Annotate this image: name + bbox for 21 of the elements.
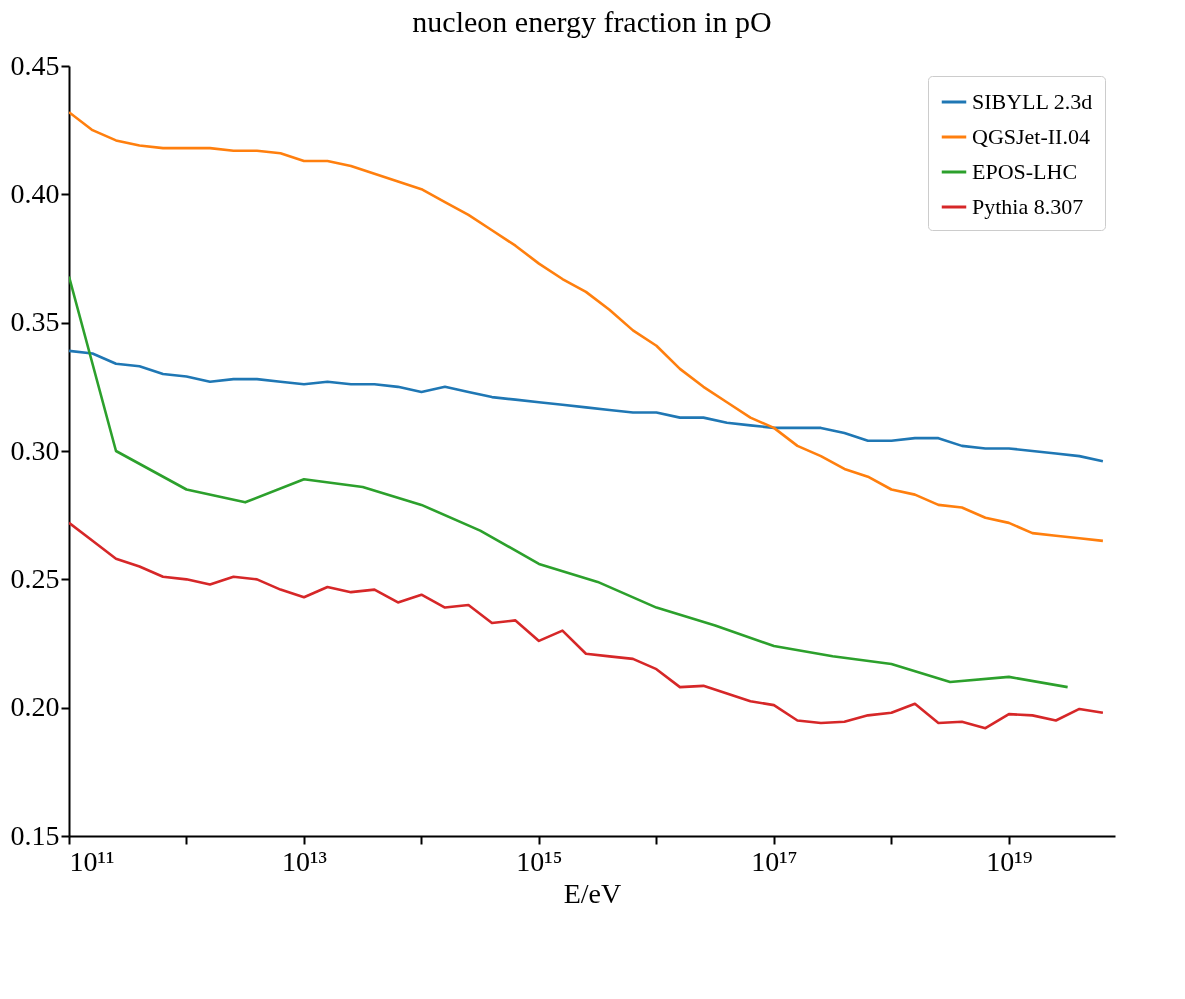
- y-tick-label: 0.20: [10, 691, 60, 723]
- y-tick-label: 0.25: [10, 562, 60, 594]
- y-tick-label: 0.15: [10, 819, 60, 851]
- x-tick-label: 10¹³: [282, 845, 327, 877]
- line-series: [69, 521, 1105, 730]
- y-tick-label: 0.40: [10, 177, 60, 209]
- x-tick-label: 10¹¹: [69, 845, 115, 877]
- x-tick-label: 10¹⁵: [516, 845, 563, 877]
- chart-title: nucleon energy fraction in pO: [412, 5, 772, 38]
- line-series: [69, 349, 1105, 463]
- x-axis-title: E/eV: [563, 877, 622, 909]
- y-tick-label: 0.30: [10, 434, 60, 466]
- x-tick-label: 10¹⁹: [986, 845, 1033, 877]
- legend-label: SIBYLL 2.3d: [972, 89, 1093, 114]
- x-tick-label: 10¹⁷: [751, 845, 798, 877]
- y-tick-label: 0.35: [10, 306, 60, 338]
- line-series: [69, 110, 1105, 543]
- legend-label: Pythia 8.307: [972, 194, 1084, 219]
- legend-label: EPOS-LHC: [972, 159, 1078, 184]
- legend-label: QGSJet-II.04: [972, 124, 1090, 149]
- y-tick-label: 0.45: [10, 49, 60, 81]
